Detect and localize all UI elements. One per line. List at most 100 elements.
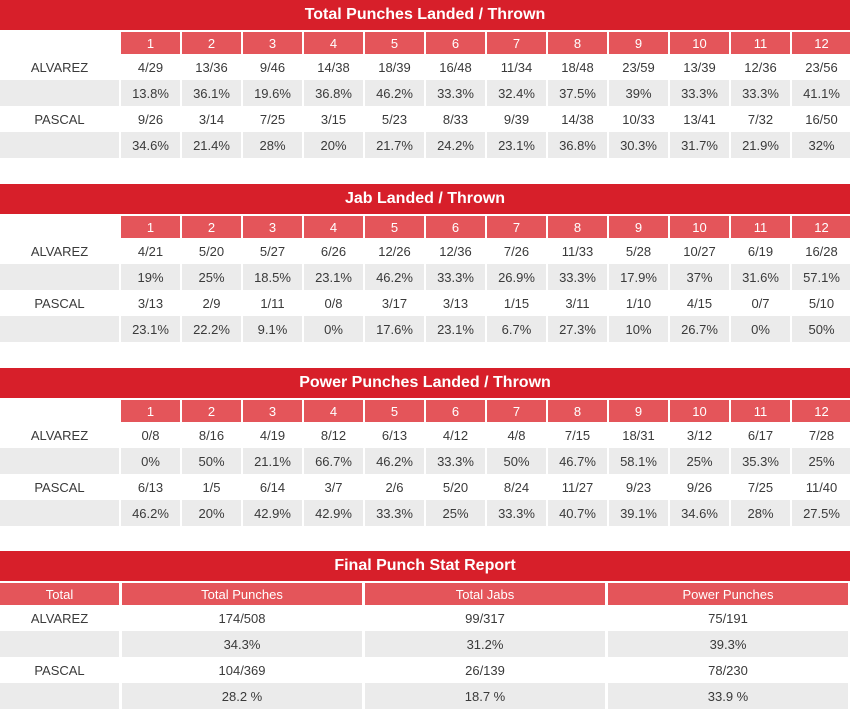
pct-cell: 25%	[182, 264, 241, 290]
pct-cell: 34.6%	[121, 132, 180, 158]
landed-cell: 12/36	[439, 243, 472, 259]
final-count-cell: 26/139	[465, 662, 505, 678]
final-table: Total Total Punches Total Jabs Power Pun…	[0, 581, 850, 709]
landed-cell: 6/13	[137, 479, 164, 495]
round-header: 8	[548, 216, 607, 238]
landed-cell: 5/23	[381, 111, 408, 127]
pct-cell: 33.3%	[731, 80, 790, 106]
landed-cell: 9/26	[686, 479, 713, 495]
stats-table: 1 2 3 4 5 6 7 8 9 10 11 12 ALVAREZ 0/8 8…	[0, 398, 850, 526]
final-count-cell: 104/369	[218, 662, 266, 678]
pct-cell: 33.3%	[487, 500, 546, 526]
pct-label-blank	[0, 80, 119, 106]
pct-cell: 27.5%	[792, 500, 850, 526]
pct-cell: 39%	[609, 80, 668, 106]
pct-label-blank	[0, 316, 119, 342]
pct-label-blank	[0, 132, 119, 158]
pct-cell: 32%	[792, 132, 850, 158]
round-header: 5	[365, 32, 424, 54]
pct-cell: 46.2%	[365, 80, 424, 106]
round-header: 3	[243, 216, 302, 238]
landed-cell: 14/38	[317, 59, 350, 75]
pct-cell: 36.1%	[182, 80, 241, 106]
pct-cell: 57.1%	[792, 264, 850, 290]
pct-cell: 50%	[487, 448, 546, 474]
pct-label-blank	[0, 683, 119, 709]
stats-table: 1 2 3 4 5 6 7 8 9 10 11 12 ALVAREZ 4/29 …	[0, 30, 850, 158]
round-header: 10	[670, 216, 729, 238]
landed-cell: 5/20	[442, 479, 469, 495]
round-header: 1	[121, 32, 180, 54]
landed-cell: 5/27	[259, 243, 286, 259]
pct-cell: 28%	[731, 500, 790, 526]
fighter-name: PASCAL	[34, 662, 85, 678]
landed-cell: 0/7	[751, 295, 770, 311]
round-header: 9	[609, 400, 668, 422]
landed-cell: 13/36	[195, 59, 228, 75]
final-header-total-jabs: Total Jabs	[365, 583, 605, 605]
pct-cell: 18.5%	[243, 264, 302, 290]
round-header: 3	[243, 32, 302, 54]
pct-cell: 32.4%	[487, 80, 546, 106]
header-blank	[0, 216, 119, 238]
final-pct-cell: 39.3%	[608, 631, 848, 657]
round-header: 7	[487, 32, 546, 54]
landed-cell: 13/39	[683, 59, 716, 75]
landed-cell: 1/10	[625, 295, 652, 311]
landed-cell: 0/8	[141, 427, 160, 443]
pct-cell: 33.3%	[670, 80, 729, 106]
final-count-cell: 75/191	[708, 610, 748, 626]
round-header: 8	[548, 400, 607, 422]
landed-cell: 14/38	[561, 111, 594, 127]
round-header: 4	[304, 400, 363, 422]
pct-cell: 26.7%	[670, 316, 729, 342]
round-header: 11	[731, 400, 790, 422]
pct-cell: 23.1%	[121, 316, 180, 342]
section-title: Final Punch Stat Report	[0, 551, 850, 581]
power-punches-section: Power Punches Landed / Thrown 1 2 3 4 5 …	[0, 368, 850, 526]
pct-cell: 33.3%	[426, 448, 485, 474]
landed-cell: 7/28	[808, 427, 835, 443]
landed-cell: 6/19	[747, 243, 774, 259]
landed-cell: 12/26	[378, 243, 411, 259]
pct-cell: 25%	[426, 500, 485, 526]
round-header: 6	[426, 400, 485, 422]
landed-cell: 4/12	[442, 427, 469, 443]
round-header: 6	[426, 216, 485, 238]
landed-cell: 10/33	[622, 111, 655, 127]
landed-cell: 11/27	[561, 479, 594, 495]
pct-cell: 9.1%	[243, 316, 302, 342]
landed-cell: 4/29	[137, 59, 164, 75]
landed-cell: 1/11	[260, 295, 285, 311]
pct-label-blank	[0, 500, 119, 526]
round-header: 2	[182, 216, 241, 238]
landed-cell: 16/48	[439, 59, 472, 75]
pct-cell: 37%	[670, 264, 729, 290]
landed-cell: 7/25	[259, 111, 286, 127]
landed-cell: 3/15	[320, 111, 347, 127]
pct-cell: 23.1%	[426, 316, 485, 342]
pct-cell: 46.2%	[365, 264, 424, 290]
round-header: 4	[304, 32, 363, 54]
round-header: 10	[670, 32, 729, 54]
final-pct-cell: 34.3%	[122, 631, 362, 657]
round-header: 5	[365, 216, 424, 238]
header-blank	[0, 32, 119, 54]
final-count-cell: 99/317	[465, 610, 505, 626]
round-header: 4	[304, 216, 363, 238]
round-header: 1	[121, 400, 180, 422]
final-report-section: Final Punch Stat Report Total Total Punc…	[0, 551, 850, 709]
pct-cell: 36.8%	[548, 132, 607, 158]
landed-cell: 18/48	[561, 59, 594, 75]
fighter-name: ALVAREZ	[30, 427, 89, 443]
landed-cell: 0/8	[324, 295, 343, 311]
landed-cell: 4/8	[507, 427, 526, 443]
pct-cell: 39.1%	[609, 500, 668, 526]
fighter-name: ALVAREZ	[30, 610, 89, 626]
final-header-total-punches: Total Punches	[122, 583, 362, 605]
final-count-cell: 174/508	[218, 610, 266, 626]
final-header-total: Total	[0, 583, 119, 605]
pct-cell: 33.3%	[426, 264, 485, 290]
round-header: 7	[487, 400, 546, 422]
pct-cell: 27.3%	[548, 316, 607, 342]
